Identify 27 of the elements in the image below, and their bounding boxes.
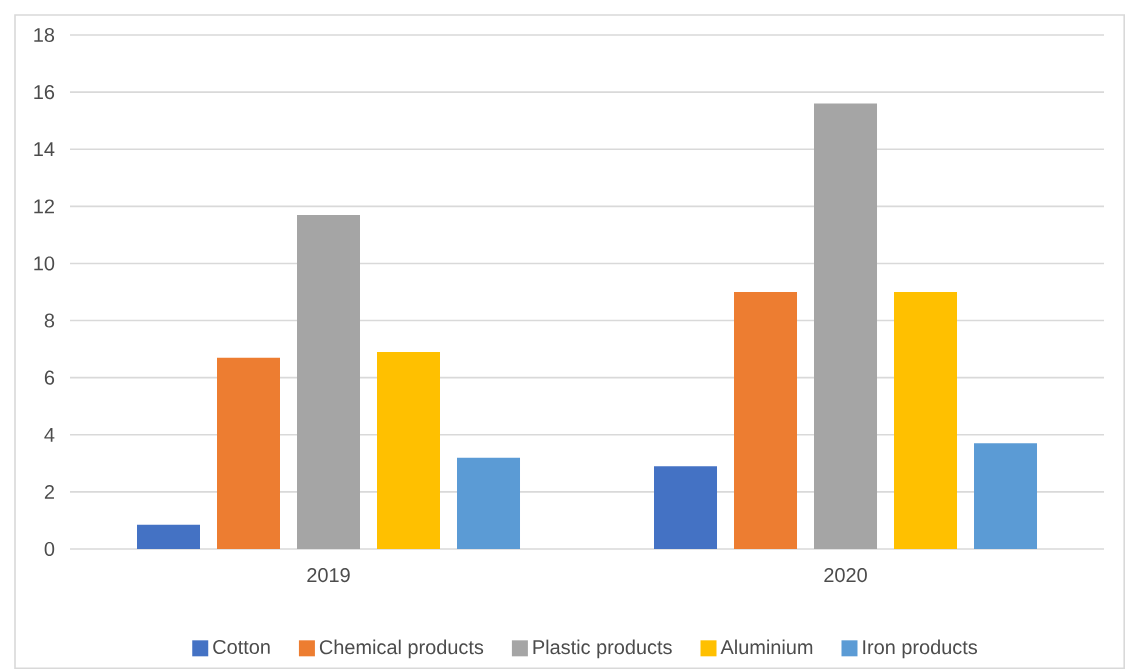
bar [457, 457, 521, 549]
bar [654, 466, 718, 549]
y-tick-label: 16 [34, 85, 55, 100]
x-tick-label: 2019 [307, 568, 350, 583]
y-tick-label: 8 [44, 313, 55, 328]
y-tick-label: 18 [34, 27, 55, 43]
legend-label: Aluminium [720, 639, 813, 655]
y-tick-label: 10 [34, 256, 55, 271]
legend-label: Chemical products [319, 639, 484, 659]
bar [894, 292, 958, 549]
y-tick-label: 12 [34, 199, 54, 214]
bar [377, 351, 440, 549]
bar [217, 357, 280, 549]
y-tick-label: 2 [44, 484, 54, 499]
legend-label: Cotton [213, 639, 270, 654]
legend-label: Iron products [863, 639, 978, 659]
y-tick-label: 14 [34, 142, 55, 157]
bar [974, 443, 1038, 549]
y-tick-label: 6 [44, 370, 55, 385]
bar [137, 524, 200, 549]
y-tick-label: 0 [44, 541, 55, 557]
y-tick-label: 4 [44, 427, 55, 442]
legend-label: Plastic products [533, 639, 672, 659]
x-tick-label: 2020 [824, 568, 867, 583]
bar [297, 214, 360, 549]
bar [814, 103, 878, 549]
bar [734, 292, 798, 549]
